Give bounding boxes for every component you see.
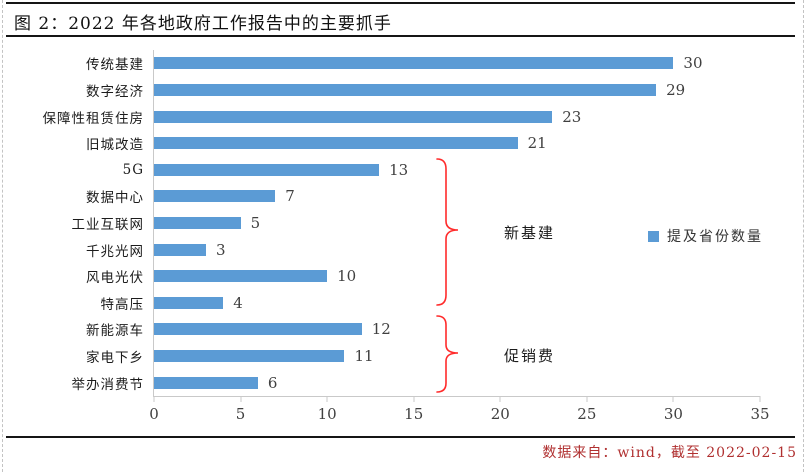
- bar-row: 举办消费节 6: [72, 369, 760, 396]
- x-axis-tick-mark: [326, 396, 328, 402]
- value-label: 4: [233, 293, 243, 312]
- x-axis-tick-mark: [672, 396, 674, 402]
- x-axis-tick-label: 25: [577, 405, 597, 423]
- curly-brace-icon: [436, 158, 459, 306]
- bar: [154, 216, 241, 229]
- bar-row: 保障性租赁住房 23: [43, 103, 760, 130]
- bar: [154, 137, 518, 150]
- bar-row: 数据中心 7: [86, 183, 760, 210]
- bar: [154, 163, 380, 176]
- category-label: 保障性租赁住房: [42, 110, 144, 127]
- value-label: 30: [683, 54, 703, 73]
- bar-chart-plot-area: 传统基建 30 数字经济 29 保障性租赁住房 23 旧城改造 21 5G 13 数据中心 7 工业互联…: [43, 50, 770, 423]
- group-label-promote-consumption: 促销费: [504, 347, 556, 365]
- chart-legend: 提及省份数量: [648, 226, 763, 246]
- value-label: 7: [285, 187, 295, 206]
- category-label: 家电下乡: [86, 350, 144, 366]
- bar: [154, 323, 362, 336]
- bar: [154, 296, 224, 309]
- category-label: 旧城改造: [86, 137, 144, 154]
- bar: [154, 110, 553, 123]
- x-axis-tick-mark: [759, 396, 761, 402]
- x-axis-tick-label: 0: [149, 405, 159, 423]
- value-label: 21: [527, 134, 547, 153]
- bar-row: 千兆光网 3: [86, 236, 760, 263]
- x-axis-tick-label: 15: [404, 405, 424, 423]
- value-label: 29: [666, 80, 686, 99]
- value-label: 11: [354, 347, 374, 365]
- group-bracket-promote-consumption: [434, 314, 464, 394]
- x-axis-tick-mark: [586, 396, 588, 402]
- data-source-note: 数据来自：wind，截至 2022-02-15: [542, 445, 797, 461]
- category-label: 举办消费节: [71, 376, 144, 393]
- category-label: 千兆光网: [86, 243, 144, 260]
- bar-row: 特高压 4: [101, 289, 760, 316]
- bar-row: 工业互联网 5: [72, 210, 760, 237]
- group-label-new-infrastructure: 新基建: [504, 224, 556, 242]
- category-label: 特高压: [100, 296, 144, 313]
- x-axis-tick-label: 30: [663, 405, 683, 423]
- value-label: 10: [337, 267, 357, 286]
- bar-row: 新能源车 12: [86, 316, 760, 343]
- bottom-rule: [6, 436, 795, 438]
- value-label: 5: [250, 213, 261, 232]
- page-edge-left: [2, 0, 3, 472]
- bar: [154, 350, 345, 362]
- x-axis-tick-label: 20: [490, 405, 510, 423]
- group-bracket-new-infrastructure: [434, 157, 464, 307]
- curly-brace-icon: [436, 315, 459, 393]
- bar-row: 5G 13: [123, 156, 760, 183]
- x-axis-tick-label: 35: [750, 405, 770, 423]
- figure-title: 图 2：2022 年各地政府工作报告中的主要抓手: [14, 14, 392, 34]
- legend-color-swatch: [648, 230, 659, 242]
- value-label: 12: [371, 320, 391, 339]
- bar: [154, 57, 674, 70]
- category-label: 数字经济: [86, 83, 144, 100]
- bar: [154, 83, 657, 96]
- x-axis-tick-label: 5: [235, 405, 246, 423]
- bar-row: 传统基建 30: [86, 50, 760, 77]
- x-axis-tick-label: 10: [317, 405, 337, 423]
- x-axis-tick-mark: [413, 396, 415, 402]
- bar-row: 旧城改造 21: [86, 130, 760, 157]
- page-edge-right: [803, 0, 804, 472]
- bar: [154, 270, 328, 283]
- bar: [154, 376, 258, 389]
- value-label: 13: [389, 160, 409, 179]
- category-label: 工业互联网: [71, 216, 144, 233]
- bar-row: 风电光伏 10: [86, 263, 760, 290]
- bar-row: 数字经济 29: [86, 77, 760, 104]
- value-label: 23: [562, 107, 582, 126]
- category-label: 数据中心: [86, 190, 144, 207]
- bar-row: 家电下乡 11: [86, 343, 760, 370]
- value-label: 6: [267, 373, 278, 392]
- title-divider-rule: [6, 35, 795, 37]
- category-label: 风电光伏: [86, 270, 144, 287]
- x-axis-tick-mark: [240, 396, 242, 402]
- x-axis-tick-mark: [499, 396, 501, 402]
- category-label: 5G: [122, 161, 144, 178]
- top-rule: [6, 2, 795, 4]
- value-label: 3: [215, 240, 226, 259]
- category-label: 新能源车: [86, 323, 144, 340]
- bar: [154, 243, 206, 256]
- legend-series-label: 提及省份数量: [667, 229, 763, 245]
- x-axis-tick-mark: [153, 396, 155, 402]
- bar: [154, 190, 276, 203]
- category-label: 传统基建: [86, 57, 144, 74]
